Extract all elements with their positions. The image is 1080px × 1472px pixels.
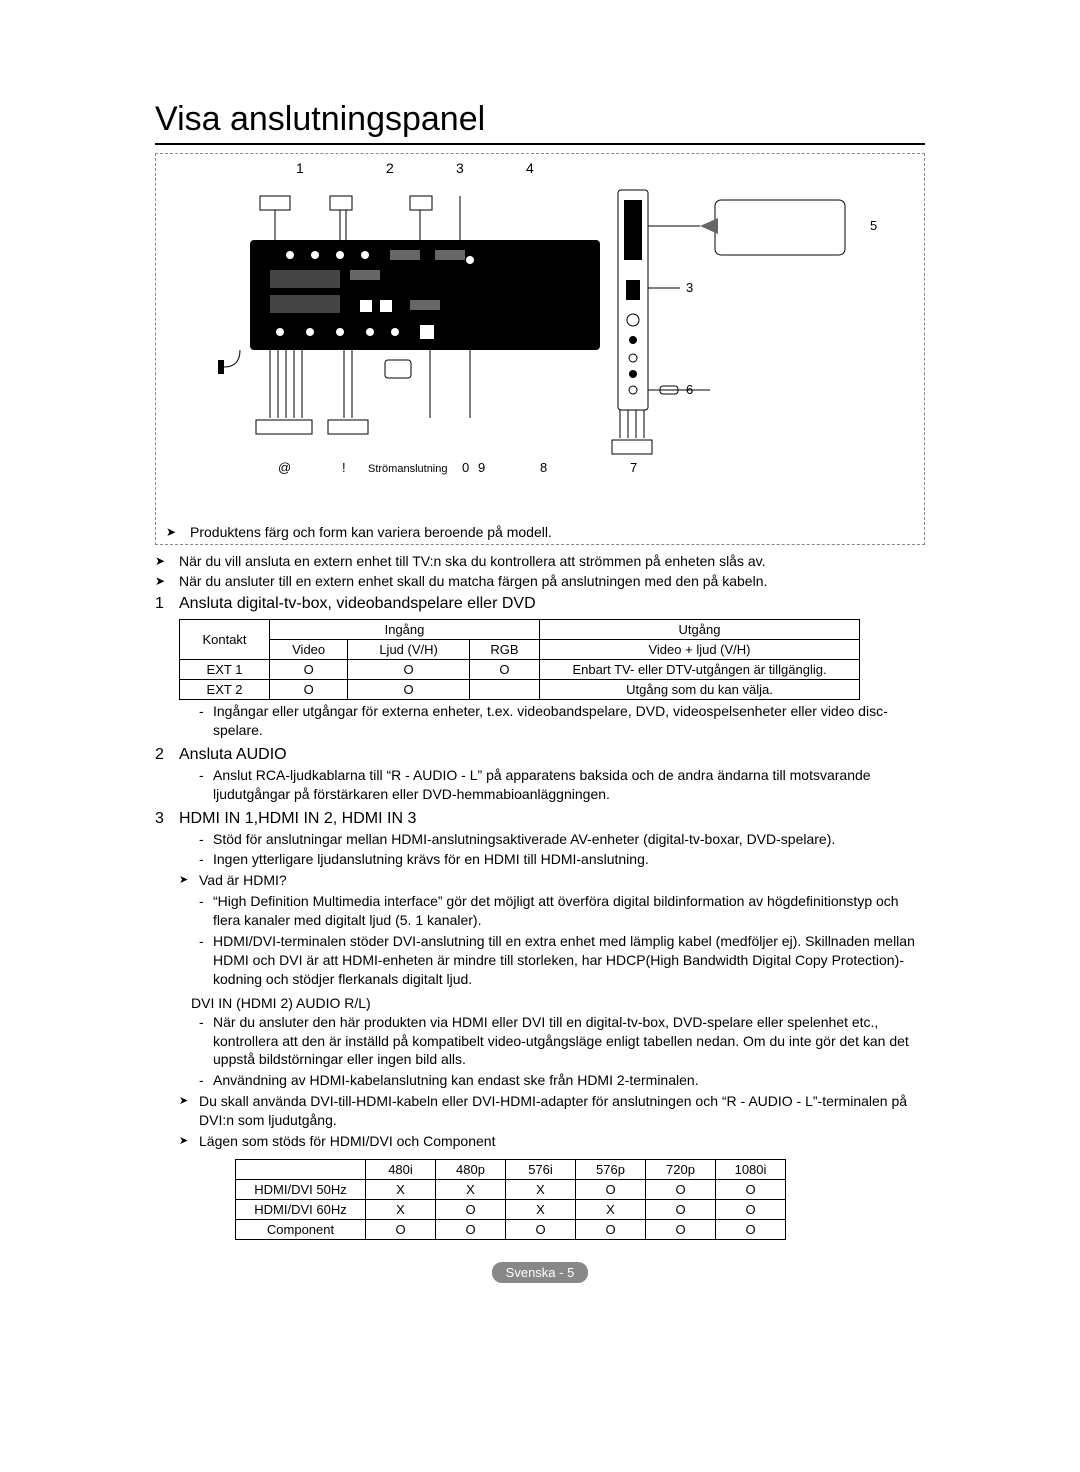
table-cell: O <box>716 1179 786 1199</box>
table-cell: O <box>646 1199 716 1219</box>
bullet: Stöd för anslutningar mellan HDMI-anslut… <box>199 830 925 849</box>
io-table: Kontakt Ingång Utgång Video Ljud (V/H) R… <box>179 619 860 700</box>
table-cell: O <box>348 660 470 680</box>
table-header: Ingång <box>270 620 540 640</box>
diagram-note: Produktens färg och form kan variera ber… <box>166 524 914 540</box>
table-cell: O <box>348 680 470 700</box>
table-cell: O <box>436 1219 506 1239</box>
diagram-num: 1 <box>296 160 304 176</box>
section-heading: Ansluta AUDIO <box>179 746 287 763</box>
connection-panel-diagram: 1 2 3 4 <box>166 160 914 520</box>
table-cell: X <box>576 1199 646 1219</box>
table-header: 1080i <box>716 1159 786 1179</box>
table-header: Video <box>270 640 348 660</box>
table-header <box>236 1159 366 1179</box>
diagram-num: 3 <box>456 160 464 176</box>
diagram-container: 1 2 3 4 <box>155 153 925 545</box>
table-header: 480p <box>436 1159 506 1179</box>
table-header: 576p <box>576 1159 646 1179</box>
svg-text:@: @ <box>278 460 291 475</box>
preamble-line: När du ansluter till en extern enhet ska… <box>155 573 925 589</box>
bullet: HDMI/DVI-terminalen stöder DVI-anslutnin… <box>199 932 925 989</box>
svg-text:3: 3 <box>686 280 693 295</box>
section-3-bullets-a: Stöd för anslutningar mellan HDMI-anslut… <box>155 830 925 870</box>
section-3-bullets-b: “High Definition Multimedia interface” g… <box>155 892 925 988</box>
table-cell: HDMI/DVI 60Hz <box>236 1199 366 1219</box>
table-header: RGB <box>469 640 539 660</box>
panel-svg: 5 3 6 @ ! Strömanslutning 0 9 8 7 <box>166 160 914 480</box>
table-cell: O <box>469 660 539 680</box>
table-header: 480i <box>366 1159 436 1179</box>
table-cell: O <box>436 1199 506 1219</box>
section-1-bullets: Ingångar eller utgångar för externa enhe… <box>155 702 925 740</box>
table-cell: X <box>506 1179 576 1199</box>
dvi-subheading: DVI IN (HDMI 2) AUDIO R/L) <box>155 995 925 1011</box>
modes-note: Lägen som stöds för HDMI/DVI och Compone… <box>155 1132 925 1151</box>
section-3: 3 HDMI IN 1,HDMI IN 2, HDMI IN 3 <box>155 810 925 828</box>
section-number: 1 <box>155 595 164 613</box>
table-cell: O <box>576 1179 646 1199</box>
table-cell: Component <box>236 1219 366 1239</box>
section-heading: HDMI IN 1,HDMI IN 2, HDMI IN 3 <box>179 810 416 827</box>
svg-text:7: 7 <box>630 460 637 475</box>
table-cell: O <box>270 660 348 680</box>
table-header: Video + ljud (V/H) <box>540 640 860 660</box>
table-cell: EXT 1 <box>180 660 270 680</box>
svg-text:8: 8 <box>540 460 547 475</box>
page-footer: Svenska - 5 <box>155 1262 925 1283</box>
hdmi-question: Vad är HDMI? <box>155 871 925 890</box>
svg-text:!: ! <box>342 460 346 475</box>
bullet: “High Definition Multimedia interface” g… <box>199 892 925 930</box>
page-number-badge: Svenska - 5 <box>492 1262 589 1283</box>
bullet: Ingen ytterligare ljudanslutning krävs f… <box>199 850 925 869</box>
bullet: När du ansluter den här produkten via HD… <box>199 1013 925 1070</box>
table-header: Ljud (V/H) <box>348 640 470 660</box>
table-cell: Utgång som du kan välja. <box>540 680 860 700</box>
bullet: Ingångar eller utgångar för externa enhe… <box>199 702 925 740</box>
table-cell: O <box>366 1219 436 1239</box>
table-header: 720p <box>646 1159 716 1179</box>
table-cell: X <box>366 1179 436 1199</box>
modes-table: 480i 480p 576i 576p 720p 1080i HDMI/DVI … <box>235 1159 786 1240</box>
section-1: 1 Ansluta digital-tv-box, videobandspela… <box>155 595 925 613</box>
svg-text:5: 5 <box>870 218 877 233</box>
page-title: Visa anslutningspanel <box>155 100 925 145</box>
table-cell: X <box>366 1199 436 1219</box>
table-cell: X <box>436 1179 506 1199</box>
table-header: 576i <box>506 1159 576 1179</box>
table-cell: EXT 2 <box>180 680 270 700</box>
svg-text:9: 9 <box>478 460 485 475</box>
dvi-note: Du skall använda DVI-till-HDMI-kabeln el… <box>155 1092 925 1130</box>
bullet: Anslut RCA-ljudkablarna till “R - AUDIO … <box>199 766 925 804</box>
section-3-bullets-c: När du ansluter den här produkten via HD… <box>155 1013 925 1091</box>
table-cell: O <box>716 1199 786 1219</box>
table-cell <box>469 680 539 700</box>
table-cell: Enbart TV- eller DTV-utgången är tillgän… <box>540 660 860 680</box>
table-header: Utgång <box>540 620 860 640</box>
table-cell: HDMI/DVI 50Hz <box>236 1179 366 1199</box>
table-cell: X <box>506 1199 576 1219</box>
diagram-num: 4 <box>526 160 534 176</box>
table-cell: O <box>576 1219 646 1239</box>
table-header: Kontakt <box>180 620 270 660</box>
table-cell: O <box>646 1179 716 1199</box>
svg-text:Strömanslutning: Strömanslutning <box>368 463 448 475</box>
bullet: Användning av HDMI-kabelanslutning kan e… <box>199 1071 925 1090</box>
preamble-line: När du vill ansluta en extern enhet till… <box>155 553 925 569</box>
section-2: 2 Ansluta AUDIO <box>155 746 925 764</box>
table-cell: O <box>506 1219 576 1239</box>
section-number: 2 <box>155 746 164 764</box>
table-cell: O <box>716 1219 786 1239</box>
svg-text:0: 0 <box>462 460 469 475</box>
diagram-num: 2 <box>386 160 394 176</box>
section-number: 3 <box>155 810 164 828</box>
section-heading: Ansluta digital-tv-box, videobandspelare… <box>179 595 536 612</box>
table-cell: O <box>270 680 348 700</box>
table-cell: O <box>646 1219 716 1239</box>
section-2-bullets: Anslut RCA-ljudkablarna till “R - AUDIO … <box>155 766 925 804</box>
